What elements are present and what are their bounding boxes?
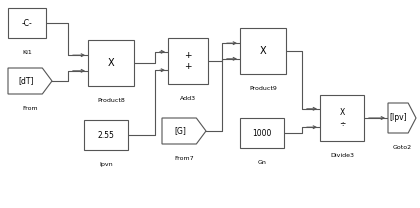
Text: Divide3: Divide3 bbox=[330, 153, 354, 158]
Polygon shape bbox=[162, 118, 206, 144]
Text: -C-: -C- bbox=[21, 19, 32, 27]
Text: X
÷: X ÷ bbox=[339, 108, 345, 128]
Text: Product9: Product9 bbox=[249, 86, 277, 91]
FancyBboxPatch shape bbox=[320, 95, 364, 141]
Text: Goto2: Goto2 bbox=[392, 145, 412, 150]
Text: From: From bbox=[22, 106, 38, 111]
Text: 1000: 1000 bbox=[252, 129, 272, 137]
Text: X: X bbox=[108, 58, 114, 68]
FancyBboxPatch shape bbox=[168, 38, 208, 84]
Text: Ki1: Ki1 bbox=[22, 50, 32, 55]
FancyBboxPatch shape bbox=[88, 40, 134, 86]
Text: Product8: Product8 bbox=[97, 98, 125, 103]
Text: X: X bbox=[260, 46, 266, 56]
Text: Gn: Gn bbox=[257, 160, 266, 165]
Text: Ipvn: Ipvn bbox=[99, 162, 113, 167]
FancyBboxPatch shape bbox=[240, 118, 284, 148]
Text: [Ipv]: [Ipv] bbox=[390, 114, 407, 123]
FancyBboxPatch shape bbox=[84, 120, 128, 150]
FancyBboxPatch shape bbox=[8, 8, 46, 38]
Text: [dT]: [dT] bbox=[19, 77, 34, 85]
Polygon shape bbox=[8, 68, 52, 94]
Polygon shape bbox=[388, 103, 416, 133]
FancyBboxPatch shape bbox=[240, 28, 286, 74]
Text: [G]: [G] bbox=[175, 126, 186, 135]
Text: +
+: + + bbox=[184, 51, 192, 71]
Text: 2.55: 2.55 bbox=[97, 130, 114, 140]
Text: Add3: Add3 bbox=[180, 96, 196, 101]
Text: From7: From7 bbox=[174, 156, 194, 161]
